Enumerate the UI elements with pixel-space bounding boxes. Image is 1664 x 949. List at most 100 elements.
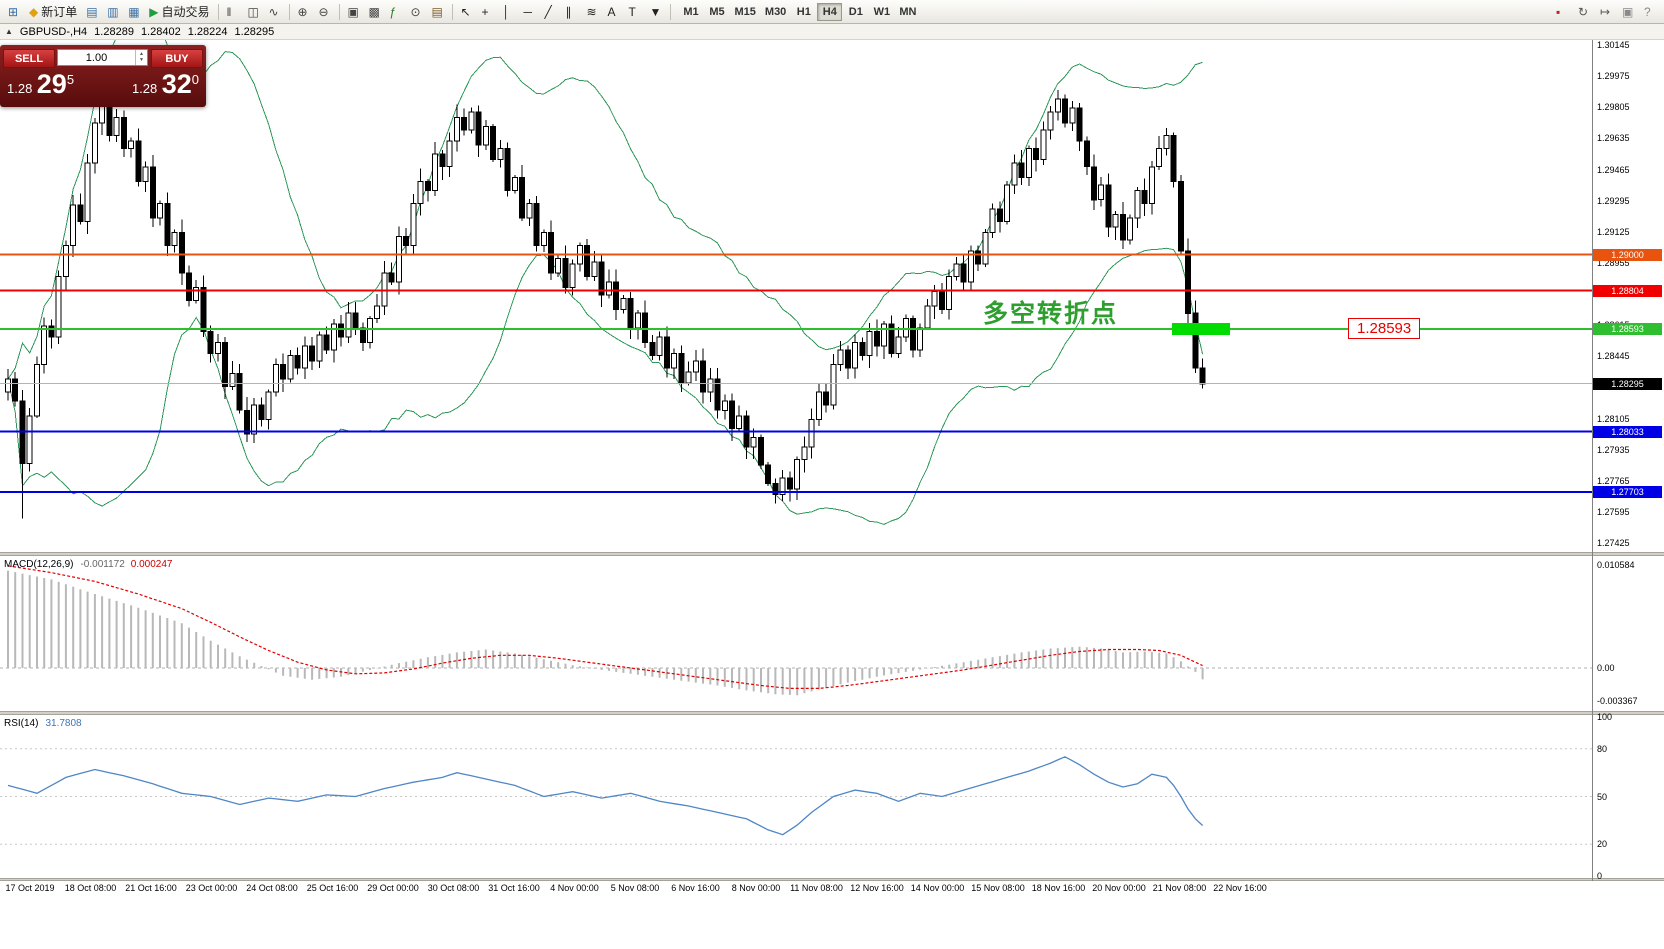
time-axis-label: 17 Oct 2019	[5, 883, 55, 893]
cascade-windows-button[interactable]: ▩	[365, 2, 385, 22]
text-button[interactable]: A	[604, 2, 624, 22]
timeframe-w1[interactable]: W1	[869, 3, 894, 21]
fibonacci-button[interactable]: ≋	[583, 2, 603, 22]
chart-tab-icon[interactable]: ▲	[5, 27, 13, 36]
market-watch-button[interactable]: ▤	[82, 2, 102, 22]
auto-scroll-button[interactable]: ↻	[1574, 2, 1594, 22]
volume-up-icon[interactable]: ▲	[139, 51, 144, 57]
navigator-button[interactable]: ▦	[124, 2, 144, 22]
period-settings-icon: ⊙	[410, 4, 421, 19]
panel-divider[interactable]	[0, 552, 1664, 556]
zoom-out-button[interactable]: ⊖	[315, 2, 335, 22]
help-icon: ?	[1644, 4, 1651, 19]
timeframe-h4[interactable]: H4	[817, 2, 843, 21]
bar-chart-button[interactable]: ‖	[223, 2, 243, 22]
vertical-line-button[interactable]: │	[499, 2, 519, 22]
news-button[interactable]: ▪	[1552, 2, 1572, 22]
arrows-icon: ▼	[649, 4, 662, 19]
crosshair-button[interactable]: +	[478, 2, 498, 22]
docking-button[interactable]: ▣	[1618, 2, 1638, 22]
timeframe-m15[interactable]: M15	[731, 3, 760, 21]
help-button[interactable]: ?	[1640, 2, 1660, 22]
time-axis-label: 23 Oct 00:00	[185, 883, 238, 893]
annotation-text[interactable]: 多空转折点	[983, 300, 1119, 328]
period-settings-button[interactable]: ⊙	[407, 2, 427, 22]
buy-price[interactable]: 1.28 320	[132, 69, 199, 100]
horizontal-line-button[interactable]: ─	[520, 2, 540, 22]
chart-shift-icon: ↦	[1600, 4, 1611, 19]
timeframe-h1[interactable]: H1	[791, 3, 816, 21]
price-axis-tick: 1.29805	[1597, 102, 1630, 113]
volume-down-icon[interactable]: ▼	[139, 56, 144, 63]
indicators-icon: ƒ	[389, 4, 397, 19]
chart-shift-button[interactable]: ↦	[1596, 2, 1616, 22]
price-line-badge: 1.28593	[1593, 323, 1662, 336]
zoom-in-button[interactable]: ⊕	[294, 2, 314, 22]
time-axis-label: 11 Nov 08:00	[790, 883, 843, 893]
current-price-badge: 1.28295	[1593, 377, 1662, 390]
price-axis-tick: 1.29635	[1597, 133, 1630, 144]
line-chart-button[interactable]: ∿	[265, 2, 285, 22]
arrows-button[interactable]: ▼	[646, 2, 666, 22]
data-window-button[interactable]: ▥	[103, 2, 123, 22]
volume-spinner[interactable]: ▲ ▼	[135, 50, 147, 65]
timeframe-mn[interactable]: MN	[895, 3, 920, 21]
text-label-button[interactable]: T	[625, 2, 645, 22]
macd-label: MACD(12,26,9) -0.001172 0.000247	[4, 559, 172, 570]
price-axis-tick: 1.27425	[1597, 538, 1630, 548]
cursor-button[interactable]: ↖	[457, 2, 477, 22]
sell-button[interactable]: SELL	[3, 49, 55, 68]
new-chart-button[interactable]: ⊞	[4, 2, 24, 22]
price-tag-label[interactable]: 1.28593	[1348, 318, 1421, 339]
candlestick-chart-button[interactable]: ◫	[244, 2, 264, 22]
market-watch-icon: ▤	[86, 4, 98, 19]
buy-button[interactable]: BUY	[151, 49, 203, 68]
volume-field[interactable]: 1.00 ▲ ▼	[57, 49, 148, 66]
rsi-axis-label: 80	[1597, 743, 1608, 754]
templates-button[interactable]: ▤	[428, 2, 448, 22]
price-axis-tick: 1.28955	[1597, 257, 1630, 268]
time-axis-label: 20 Nov 00:00	[1092, 883, 1146, 893]
indicators-button[interactable]: ƒ	[386, 2, 406, 22]
time-axis-label: 31 Oct 16:00	[488, 883, 540, 893]
new-order-button[interactable]: ◆ 新订单	[25, 2, 81, 22]
autotrading-button[interactable]: ▶ 自动交易	[145, 2, 213, 22]
price-axis-tick: 1.29975	[1597, 71, 1630, 82]
panel-divider[interactable]	[0, 878, 1664, 881]
time-axis-label: 25 Oct 16:00	[306, 883, 359, 893]
macd-value-main: -0.001172	[80, 559, 125, 570]
timeframe-bar: M1 M5 M15 M30 H1 H4 D1 W1 MN	[679, 2, 921, 21]
macd-panel[interactable]	[0, 556, 1592, 711]
text-label-icon: T	[628, 4, 636, 19]
macd-axis-label: 0.00	[1597, 663, 1615, 673]
time-axis-label: 15 Nov 08:00	[971, 883, 1025, 893]
toolbar-separator	[217, 3, 219, 20]
panel-divider[interactable]	[0, 711, 1664, 715]
ohlc-open: 1.28289	[94, 25, 134, 38]
price-axis-separator	[1592, 40, 1593, 881]
price-axis-tick: 1.27935	[1597, 444, 1630, 455]
price-chart[interactable]	[0, 40, 1592, 552]
timeframe-d1[interactable]: D1	[843, 3, 868, 21]
time-axis-label: 8 Nov 00:00	[731, 883, 781, 893]
time-axis-label: 22 Nov 16:00	[1213, 883, 1267, 893]
volume-value[interactable]: 1.00	[85, 51, 108, 64]
timeframe-m30[interactable]: M30	[761, 3, 790, 21]
timeframe-m5[interactable]: M5	[705, 3, 730, 21]
fibonacci-icon: ≋	[586, 4, 597, 19]
rsi-axis-label: 20	[1597, 839, 1608, 850]
sell-price-big: 29	[36, 69, 67, 99]
chart-area[interactable]: MACD(12,26,9) -0.001172 0.000247 RSI(14) 31…	[0, 40, 1664, 949]
sell-price[interactable]: 1.28 295	[7, 69, 74, 100]
price-line-badge: 1.27703	[1593, 486, 1662, 499]
time-axis-label: 5 Nov 08:00	[610, 883, 660, 893]
tile-windows-button[interactable]: ▣	[344, 2, 364, 22]
equidistant-channel-button[interactable]: ∥	[562, 2, 582, 22]
trendline-button[interactable]: ╱	[541, 2, 561, 22]
price-line-badge: 1.28804	[1593, 284, 1662, 297]
macd-axis-label: -0.003367	[1597, 695, 1638, 706]
timeframe-m1[interactable]: M1	[679, 3, 704, 21]
rsi-panel[interactable]	[0, 715, 1592, 878]
horizontal-line-icon: ─	[523, 4, 533, 19]
